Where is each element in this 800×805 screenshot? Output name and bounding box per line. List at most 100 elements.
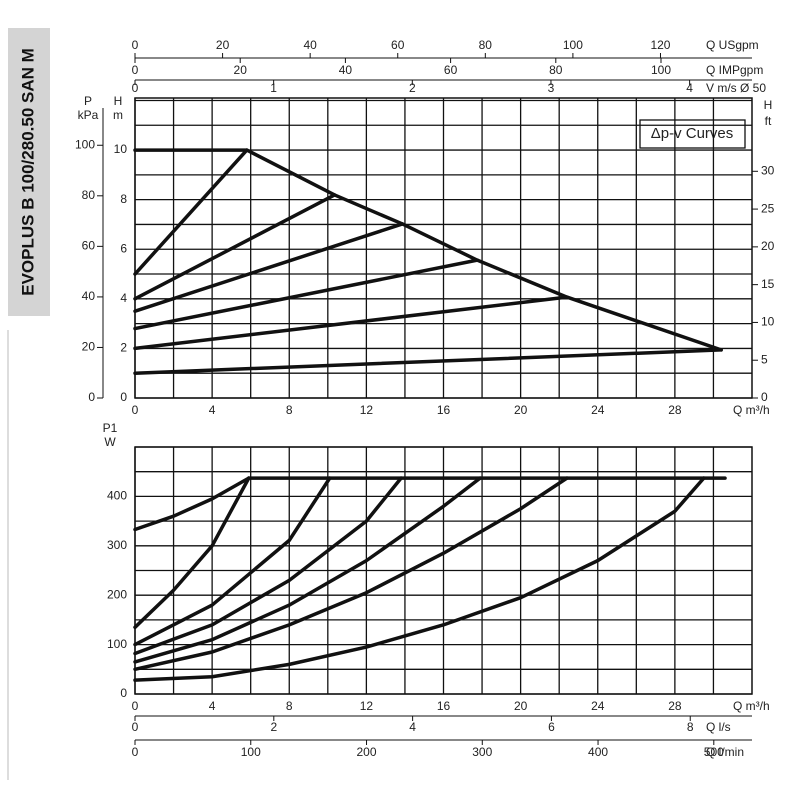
y-tick-label: 80 [82,188,96,202]
x-tick-label: 16 [437,403,451,417]
x-tick-label: 0 [132,745,139,759]
x-tick-label: 4 [209,699,216,713]
x-tick-label: 2 [409,81,416,95]
x-tick-label: 120 [650,38,670,52]
y-tick-label: 200 [107,587,127,601]
y-tick-label: 0 [120,686,127,700]
x-tick-label: 8 [286,403,293,417]
side-title-box [8,28,50,316]
curve [133,476,251,532]
x-tick-label: 1 [270,81,277,95]
y-tick-label: 4 [120,291,127,305]
x-axis-label: Q m³/h [733,699,770,713]
x-tick-label: 20 [216,38,230,52]
x-tick-label: 100 [563,38,583,52]
x-tick-label: 400 [588,745,608,759]
y-tick-label: 15 [761,277,775,291]
plot-frame [134,446,753,695]
x-tick-label: 0 [132,38,139,52]
curve [133,476,251,630]
x-tick-label: 2 [270,720,277,734]
x-tick-label: 500 [704,745,724,759]
plot-frame [134,97,753,399]
y-tick-label: 25 [761,201,775,215]
y-tick-label: 100 [107,637,127,651]
x-tick-label: 12 [360,699,374,713]
x-tick-label: 20 [234,63,248,77]
x-tick-label: 80 [479,38,493,52]
x-tick-label: 4 [209,403,216,417]
curve [133,476,569,672]
curve [133,476,403,656]
x-tick-label: 20 [514,403,528,417]
x-tick-label: 0 [132,720,139,734]
curve [133,222,405,313]
x-tick-label: 4 [686,81,693,95]
x-tick-label: 20 [514,699,528,713]
y-axis-label: W [104,435,116,449]
axis-label: Q l/min [706,745,744,759]
x-tick-label: 12 [360,403,374,417]
x-tick-label: 3 [548,81,555,95]
side-title: EVOPLUS B 100/280.50 SAN M [18,48,37,296]
x-tick-label: 4 [409,720,416,734]
curve [133,148,723,352]
x-tick-label: 60 [444,63,458,77]
y-tick-label: 0 [761,390,768,404]
x-tick-label: 8 [687,720,694,734]
y-axis-label: P [84,94,92,108]
y-tick-label: 40 [82,289,96,303]
x-tick-label: 28 [668,699,682,713]
y-tick-label: 0 [88,390,95,404]
y-tick-label: 400 [107,489,127,503]
y-tick-label: 60 [82,239,96,253]
curve [133,258,479,331]
axis-label: V m/s Ø 50 [706,81,766,95]
axis-label: Q IMPgpm [706,63,763,77]
x-tick-label: 28 [668,403,682,417]
y-tick-label: 2 [120,341,127,355]
y-tick-label: 300 [107,538,127,552]
x-tick-label: 80 [549,63,563,77]
y-axis-label: H [114,94,123,108]
y-tick-label: 10 [114,142,128,156]
y-tick-label: 100 [75,137,95,151]
x-tick-label: 40 [303,38,317,52]
curve [133,348,723,375]
x-tick-label: 0 [132,81,139,95]
x-tick-label: 60 [391,38,405,52]
x-tick-label: 100 [241,745,261,759]
x-axis-label: Q m³/h [733,403,770,417]
x-tick-label: 100 [651,63,671,77]
x-tick-label: 24 [591,699,605,713]
x-tick-label: 6 [548,720,555,734]
y-axis-label: ft [765,114,772,128]
y-tick-label: 6 [120,241,127,255]
curve [133,295,569,351]
x-tick-label: 24 [591,403,605,417]
y-tick-label: 8 [120,192,127,206]
y-axis-label: H [764,98,773,112]
x-tick-label: 300 [472,745,492,759]
axis-label: Q USgpm [706,38,759,52]
y-tick-label: 5 [761,352,768,366]
y-tick-label: 0 [120,390,127,404]
y-axis-label: kPa [78,108,99,122]
y-tick-label: 30 [761,163,775,177]
curve [133,148,249,276]
y-axis-label: P1 [103,421,118,435]
y-tick-label: 10 [761,315,775,329]
x-tick-label: 0 [132,699,139,713]
x-tick-label: 0 [132,63,139,77]
curve [133,476,706,682]
x-tick-label: 0 [132,403,139,417]
y-tick-label: 20 [82,340,96,354]
x-tick-label: 40 [339,63,353,77]
curve [133,476,482,664]
curve [133,193,337,301]
x-tick-label: 16 [437,699,451,713]
axis-label: Q l/s [706,720,731,734]
curve [133,476,332,647]
